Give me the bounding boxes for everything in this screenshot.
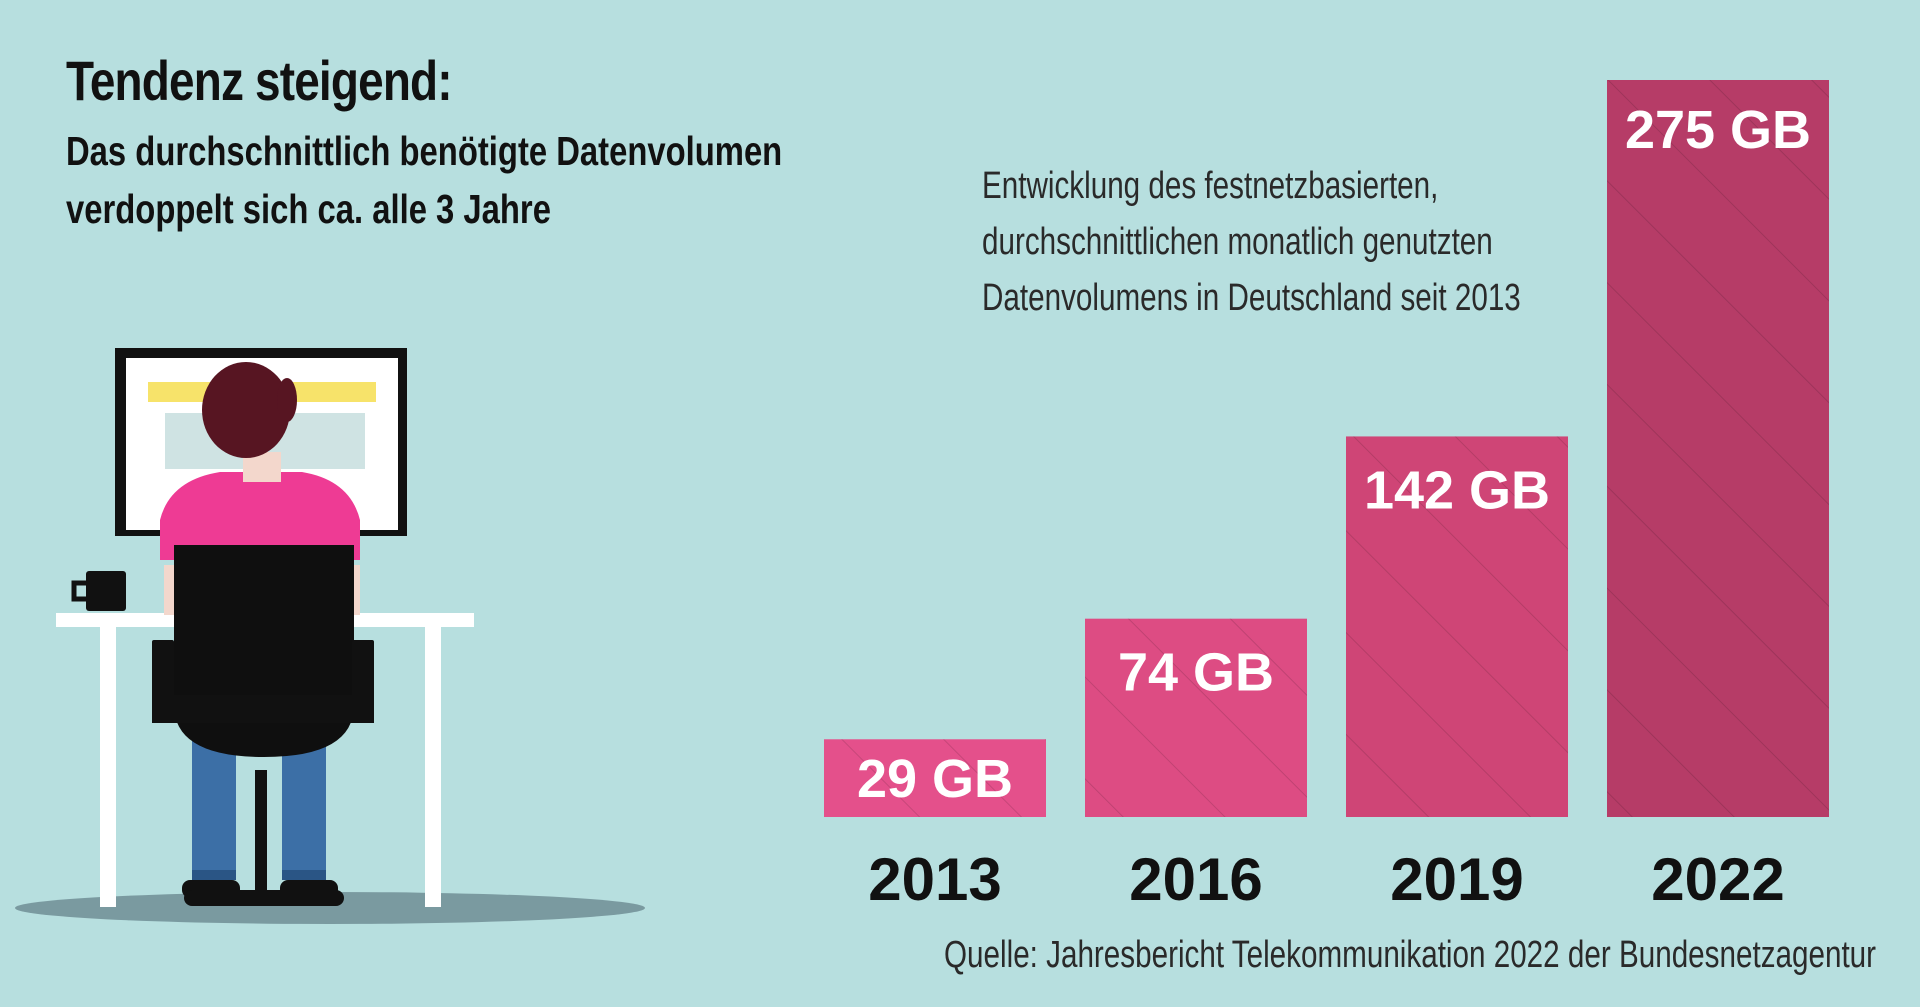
description-line-1: Entwicklung des festnetzbasierten, [982,165,1439,207]
bar-value-label-2022: 275 GB [1625,100,1811,160]
chart-description: Entwicklung des festnetzbasierten, durch… [982,158,1521,326]
shirt [160,472,360,560]
bar-value-label-2013: 29 GB [857,749,1013,809]
subtitle-line-1: Das durchschnittlich benötigte Datenvolu… [66,128,783,174]
bar-stripes-2019 [1346,436,1568,817]
description-line-3: Datenvolumens in Deutschland seit 2013 [982,277,1521,319]
description-line-2: durchschnittlichen monatlich genutzten [982,221,1493,263]
bar-stripes-2016 [1085,618,1307,817]
subtitle: Das durchschnittlich benötigte Datenvolu… [66,122,782,238]
desk-leg-right [425,627,441,907]
bar-stripes-2013 [824,739,1046,817]
chair-post [255,770,267,890]
chair-base [184,890,344,906]
x-tick-label-2022: 2022 [1651,846,1784,913]
bar-value-label-2019: 142 GB [1364,460,1550,520]
leg-right [282,740,326,880]
subtitle-line-2: verdoppelt sich ca. alle 3 Jahre [66,186,551,232]
person-at-desk-illustration [15,348,645,924]
source-note: Quelle: Jahresbericht Telekommunikation … [944,934,1877,976]
hair [202,362,290,458]
floor-shadow [15,892,645,924]
x-tick-label-2019: 2019 [1390,846,1523,913]
mug [86,571,126,611]
x-tick-label-2013: 2013 [868,846,1001,913]
bar-value-label-2016: 74 GB [1118,643,1274,703]
bar-stripes-2022 [1607,80,1829,817]
x-tick-label-2016: 2016 [1129,846,1262,913]
page-title: Tendenz steigend: [66,49,453,112]
chart-bars: 29 GB 2013 74 GB 2016 142 GB 2019 275 GB 2022 [824,80,1829,913]
mug-handle [71,580,86,602]
leg-left [192,740,236,880]
desk-leg-left [100,627,116,907]
